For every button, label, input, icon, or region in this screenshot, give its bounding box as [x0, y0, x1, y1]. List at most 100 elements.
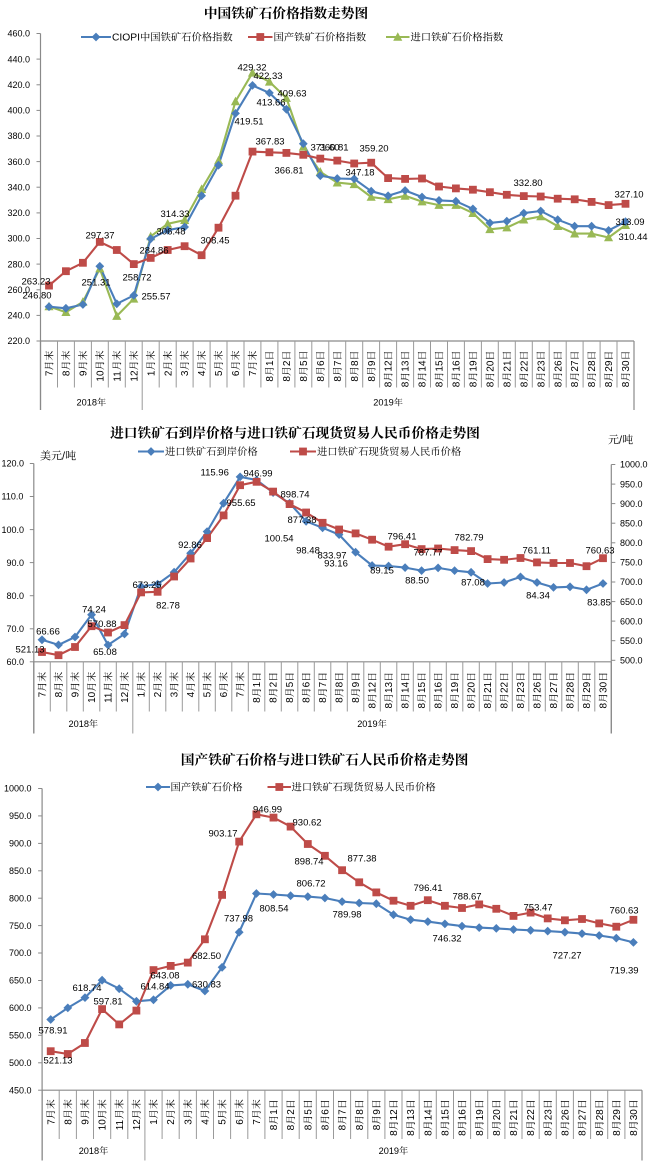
svg-text:28: 28: [587, 360, 598, 372]
svg-text:12: 12: [129, 370, 140, 382]
svg-text:82.78: 82.78: [156, 600, 180, 611]
svg-text:8: 8: [401, 703, 412, 709]
svg-text:30: 30: [629, 1109, 640, 1121]
svg-text:12: 12: [389, 1109, 400, 1121]
svg-text:8: 8: [417, 703, 428, 709]
svg-text:8: 8: [549, 703, 560, 709]
svg-text:8: 8: [450, 703, 461, 709]
svg-text:5: 5: [285, 681, 296, 687]
svg-text:90.0: 90.0: [7, 558, 25, 568]
svg-text:360.81: 360.81: [320, 142, 349, 153]
svg-text:8: 8: [536, 381, 547, 387]
svg-text:13: 13: [406, 1109, 417, 1121]
svg-text:600.0: 600.0: [620, 616, 643, 626]
svg-text:746.32: 746.32: [433, 933, 462, 944]
svg-text:6: 6: [302, 681, 313, 687]
svg-text:1000.0: 1000.0: [4, 784, 32, 794]
svg-text:719.39: 719.39: [610, 965, 639, 976]
svg-text:8: 8: [543, 1130, 554, 1136]
svg-text:28: 28: [595, 1109, 606, 1121]
svg-text:300.0: 300.0: [8, 234, 31, 244]
svg-text:750.0: 750.0: [9, 921, 32, 931]
svg-text:359.20: 359.20: [360, 143, 389, 154]
svg-text:23: 23: [516, 681, 527, 693]
svg-text:409.63: 409.63: [278, 88, 307, 99]
svg-text:7: 7: [318, 681, 329, 687]
svg-text:29: 29: [612, 1109, 623, 1121]
svg-text:7: 7: [338, 1109, 349, 1115]
svg-text:8: 8: [434, 703, 445, 709]
svg-text:2: 2: [153, 691, 164, 697]
svg-text:9: 9: [351, 681, 362, 687]
svg-text:30: 30: [621, 360, 632, 372]
svg-text:597.81: 597.81: [94, 996, 123, 1007]
svg-text:8: 8: [566, 703, 577, 709]
svg-text:400.0: 400.0: [8, 106, 31, 116]
svg-text:682.50: 682.50: [192, 951, 221, 962]
svg-text:8: 8: [486, 381, 497, 387]
svg-text:900.0: 900.0: [9, 839, 32, 849]
svg-text:782.79: 782.79: [455, 532, 484, 543]
svg-text:2019: 2019: [373, 398, 393, 408]
svg-text:7: 7: [46, 1119, 57, 1125]
svg-text:20: 20: [492, 1109, 503, 1121]
svg-text:1: 1: [252, 681, 263, 687]
svg-text:8: 8: [367, 376, 378, 382]
svg-text:7: 7: [252, 1119, 263, 1125]
svg-text:6: 6: [219, 691, 230, 697]
svg-text:92.86: 92.86: [178, 540, 202, 551]
svg-text:8: 8: [458, 1130, 469, 1136]
svg-text:26: 26: [561, 1109, 572, 1121]
svg-text:570.88: 570.88: [88, 619, 117, 630]
svg-text:500.0: 500.0: [9, 1058, 32, 1068]
svg-text:115.96: 115.96: [201, 467, 229, 478]
svg-text:877.38: 877.38: [348, 853, 377, 864]
svg-text:8: 8: [389, 1130, 400, 1136]
svg-text:16: 16: [458, 1109, 469, 1121]
svg-text:8: 8: [318, 697, 329, 703]
svg-text:800.0: 800.0: [9, 893, 32, 903]
svg-text:340.0: 340.0: [8, 182, 31, 192]
svg-text:8: 8: [509, 1130, 520, 1136]
svg-text:8: 8: [321, 1124, 332, 1130]
svg-text:1: 1: [269, 1109, 280, 1115]
svg-text:650.0: 650.0: [9, 976, 32, 986]
svg-text:5: 5: [214, 370, 225, 376]
svg-text:8: 8: [335, 681, 346, 687]
svg-text:70.0: 70.0: [7, 624, 25, 634]
svg-text:3: 3: [183, 1119, 194, 1125]
svg-text:21: 21: [483, 681, 494, 693]
svg-text:850.0: 850.0: [9, 866, 32, 876]
svg-text:7: 7: [248, 370, 259, 376]
svg-text:550.0: 550.0: [9, 1031, 32, 1041]
svg-text:8: 8: [355, 1124, 366, 1130]
svg-text:8: 8: [435, 381, 446, 387]
svg-text:23: 23: [536, 360, 547, 372]
svg-text:10: 10: [98, 1119, 109, 1131]
svg-text:8: 8: [350, 360, 361, 366]
svg-text:2018: 2018: [79, 1146, 99, 1156]
svg-text:8: 8: [333, 376, 344, 382]
svg-text:8: 8: [368, 703, 379, 709]
svg-text:8: 8: [500, 703, 511, 709]
svg-text:630.83: 630.83: [192, 980, 221, 991]
svg-text:8: 8: [63, 1119, 74, 1125]
svg-text:787.77: 787.77: [414, 547, 443, 558]
svg-text:120.0: 120.0: [2, 459, 25, 469]
svg-text:8: 8: [467, 703, 478, 709]
svg-text:87.08: 87.08: [461, 577, 485, 588]
svg-text:8: 8: [282, 376, 293, 382]
svg-text:578.91: 578.91: [39, 1025, 68, 1036]
svg-text:8: 8: [502, 381, 513, 387]
svg-text:88.50: 88.50: [405, 575, 429, 586]
svg-text:280.0: 280.0: [8, 259, 31, 269]
svg-text:419.51: 419.51: [235, 116, 264, 127]
svg-text:521.13: 521.13: [16, 645, 45, 656]
svg-text:314.33: 314.33: [161, 209, 190, 220]
svg-text:3: 3: [170, 691, 181, 697]
svg-text:8: 8: [316, 376, 327, 382]
svg-text:8: 8: [475, 1130, 486, 1136]
svg-text:950.0: 950.0: [9, 811, 32, 821]
svg-text:700.0: 700.0: [9, 948, 32, 958]
svg-text:367.83: 367.83: [256, 136, 285, 147]
